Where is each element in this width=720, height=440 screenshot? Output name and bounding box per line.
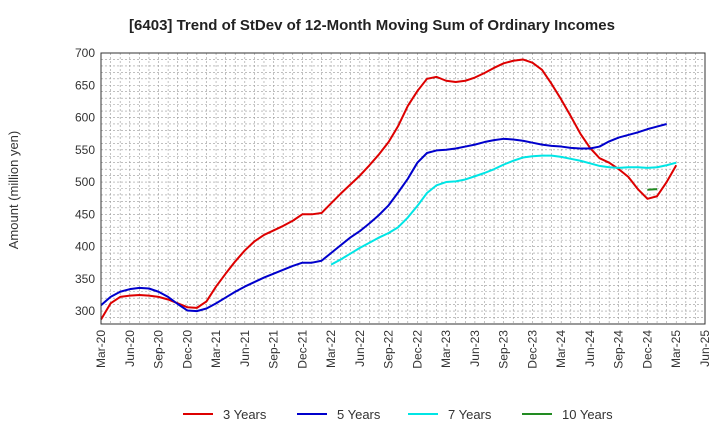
legend-label: 7 Years [448, 407, 492, 422]
y-tick-label: 450 [75, 207, 95, 221]
x-tick-label: Jun-22 [353, 330, 367, 367]
x-tick-label: Mar-24 [554, 330, 568, 368]
legend-label: 3 Years [223, 407, 267, 422]
y-tick-label: 350 [75, 272, 95, 286]
x-tick-label: Sep-24 [612, 330, 626, 369]
x-tick-label: Dec-20 [180, 330, 194, 369]
series-line-7-years [330, 154, 677, 266]
x-tick-label: Dec-23 [525, 330, 539, 369]
y-axis-ticks: 300 350 400 450 500 550 600 650 700 [75, 46, 95, 318]
legend-label: 10 Years [562, 407, 613, 422]
chart-title: [6403] Trend of StDev of 12-Month Moving… [129, 17, 615, 34]
x-tick-label: Sep-20 [152, 330, 166, 369]
plot-area [100, 52, 706, 325]
x-tick-label: Jun-25 [698, 330, 712, 367]
series-line-10-years [647, 188, 658, 191]
x-tick-label: Sep-22 [382, 330, 396, 369]
y-axis-label: Amount (million yen) [6, 131, 21, 250]
y-tick-label: 400 [75, 240, 95, 254]
y-tick-label: 600 [75, 111, 95, 125]
legend: 3 Years 5 Years 7 Years 10 Years [183, 407, 613, 422]
x-tick-label: Mar-21 [209, 330, 223, 368]
x-tick-label: Mar-20 [94, 330, 108, 368]
x-tick-label: Jun-23 [468, 330, 482, 367]
x-tick-label: Jun-20 [123, 330, 137, 367]
series-line-3-years [100, 58, 678, 320]
legend-label: 5 Years [337, 407, 381, 422]
x-tick-label: Sep-23 [497, 330, 511, 369]
x-tick-label: Mar-23 [439, 330, 453, 368]
y-tick-label: 650 [75, 78, 95, 92]
x-tick-label: Mar-25 [669, 330, 683, 368]
x-tick-label: Mar-22 [324, 330, 338, 368]
grid-lines [101, 53, 705, 324]
y-tick-label: 300 [75, 304, 95, 318]
x-tick-label: Dec-22 [410, 330, 424, 369]
series-line-5-years [100, 123, 667, 313]
y-tick-label: 550 [75, 143, 95, 157]
x-tick-label: Jun-21 [238, 330, 252, 367]
y-tick-label: 500 [75, 175, 95, 189]
x-tick-label: Dec-24 [640, 330, 654, 369]
x-axis-ticks: Mar-20 Jun-20 Sep-20 Dec-20 Mar-21 Jun-21 Sep-… [94, 330, 712, 369]
x-tick-label: Dec-21 [295, 330, 309, 369]
x-tick-label: Sep-21 [267, 330, 281, 369]
series-lines [100, 58, 678, 320]
x-tick-label: Jun-24 [583, 330, 597, 367]
y-tick-label: 700 [75, 46, 95, 60]
